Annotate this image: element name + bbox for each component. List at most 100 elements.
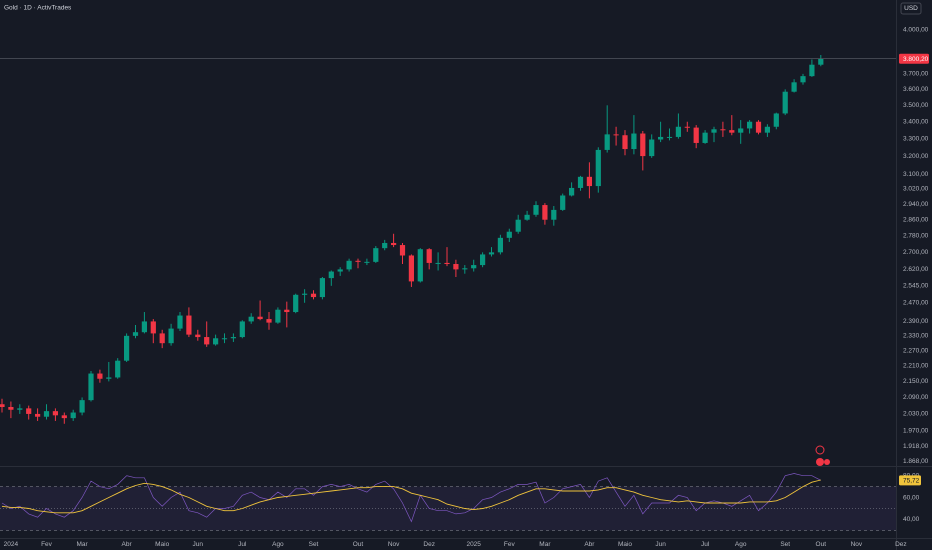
dividend-icon[interactable] <box>824 459 830 465</box>
candle-body <box>471 265 477 269</box>
x-tick-label: Set <box>309 541 319 548</box>
candle-body <box>248 316 254 322</box>
candle-body <box>577 176 584 188</box>
y-tick-label: 2.330,00 <box>903 333 929 340</box>
x-tick-label: Jul <box>238 541 247 548</box>
y-tick-label: 2.150,00 <box>903 378 929 385</box>
y-tick-label: 3.020,00 <box>903 186 929 193</box>
candle-body <box>195 334 201 338</box>
candle-body <box>239 321 245 338</box>
candle-body <box>26 408 32 414</box>
chart-title: Gold · 1D · ActivTrades <box>4 5 72 12</box>
candle-body <box>88 373 94 401</box>
candle-body <box>364 261 370 263</box>
candle-body <box>204 337 210 345</box>
candle-body <box>720 129 726 131</box>
candle-body <box>569 187 575 196</box>
candle-body <box>488 252 495 255</box>
x-tick-label: 2024 <box>4 541 19 548</box>
x-tick-label: Maio <box>155 541 169 548</box>
candle-body <box>613 134 619 136</box>
candle-body <box>159 333 165 344</box>
candle-body <box>515 219 521 232</box>
y-tick-label: 1.918,00 <box>903 443 929 450</box>
candle-body <box>631 133 637 150</box>
y-tick-label: 1.970,00 <box>903 428 929 435</box>
candle-body <box>213 338 219 345</box>
y-tick-label: 2.545,00 <box>903 283 929 290</box>
candle-body <box>729 130 735 133</box>
candle-body <box>319 278 325 298</box>
currency-label[interactable]: USD <box>904 5 918 12</box>
candle-body <box>302 293 308 295</box>
candle-body <box>168 328 174 344</box>
y-tick-label: 3.300,00 <box>903 135 929 142</box>
candle-body <box>141 321 147 333</box>
x-tick-label: Maio <box>618 541 632 548</box>
candle-body <box>355 260 361 262</box>
candle-body <box>497 237 503 253</box>
candle-body <box>310 293 317 298</box>
x-tick-label: Mar <box>76 541 88 548</box>
x-tick-label: Mar <box>539 541 551 548</box>
y-tick-label: 2.210,00 <box>903 363 929 370</box>
candle-body <box>747 121 753 129</box>
y-tick-label: 2.270,00 <box>903 347 929 354</box>
x-tick-label: Dez <box>423 541 435 548</box>
candle-body <box>337 269 343 272</box>
y-tick-label: 3.400,00 <box>903 118 929 125</box>
candle-body <box>17 408 23 410</box>
y-tick-label: 2.860,00 <box>903 216 929 223</box>
currency-button[interactable] <box>900 2 922 15</box>
rsi-tick-label: 60,00 <box>903 494 920 501</box>
x-tick-label: Out <box>816 541 827 548</box>
x-tick-label: Jul <box>701 541 710 548</box>
candle-body <box>132 332 139 336</box>
y-tick-label: 2.700,00 <box>903 249 929 256</box>
candle-body <box>791 82 797 92</box>
candle-body <box>738 128 744 133</box>
candle-body <box>444 262 450 264</box>
candle-body <box>391 242 397 246</box>
candle-body <box>506 231 512 238</box>
candle-body <box>711 129 717 133</box>
x-tick-label: Nov <box>388 541 400 548</box>
rsi-pane <box>0 473 896 531</box>
candle-body <box>675 126 681 137</box>
y-tick-label: 2.030,00 <box>903 411 929 418</box>
candle-body <box>230 337 236 339</box>
price-pane <box>0 55 896 424</box>
rsi-value-label: 75,72 <box>903 478 920 485</box>
candle-body <box>35 413 41 417</box>
candle-body <box>70 412 76 419</box>
x-tick-label: Fev <box>504 541 516 548</box>
candle-body <box>275 309 281 323</box>
candle-body <box>0 404 5 407</box>
y-tick-label: 2.940,00 <box>903 201 929 208</box>
axes: 4.000,00 3.700,00 3.600,00 3.500,00 3.400,00… <box>4 26 929 548</box>
candle-body <box>43 411 50 417</box>
candle-body <box>417 249 423 282</box>
candle-body <box>533 205 539 215</box>
candle-body <box>293 294 299 313</box>
x-tick-label: Jun <box>655 541 666 548</box>
dividend-icon[interactable] <box>816 458 824 466</box>
event-icon[interactable] <box>815 445 825 455</box>
candle-body <box>257 316 263 320</box>
last-price-label: 3.800,20 <box>903 56 929 63</box>
candle-body <box>764 126 770 133</box>
candle-body <box>150 321 156 334</box>
candle-body <box>52 411 58 416</box>
candle-body <box>809 64 815 77</box>
y-tick-label: 2.090,00 <box>903 394 929 401</box>
candle-body <box>124 335 130 361</box>
y-tick-label: 3.200,00 <box>903 153 929 160</box>
candle-body <box>693 127 699 143</box>
candle-body <box>399 245 406 256</box>
rsi-ma-line <box>1 479 821 514</box>
y-tick-label: 1.868,00 <box>903 458 929 465</box>
candle-body <box>684 126 690 128</box>
candle-body <box>755 121 762 133</box>
